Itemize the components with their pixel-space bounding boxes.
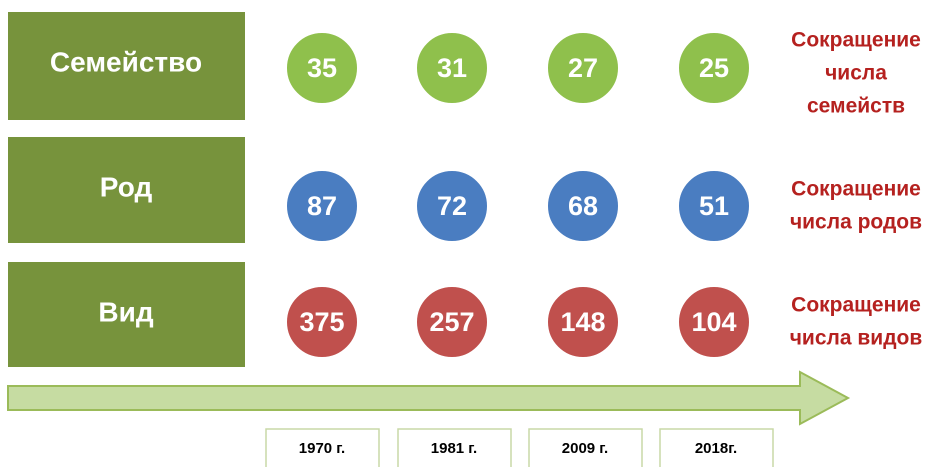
count-circle [285, 31, 359, 105]
trend-note: семейств [807, 95, 905, 118]
trend-note: Сокращение [791, 178, 921, 201]
trend-note: числа [825, 62, 887, 85]
year-box [397, 428, 512, 467]
count-circle [285, 285, 359, 359]
count-value: 104 [691, 307, 736, 337]
year-label: 2018г. [695, 440, 737, 457]
count-value: 27 [568, 53, 598, 83]
count-circle [677, 169, 751, 243]
count-circle [415, 285, 489, 359]
category-label: Семейство [50, 46, 202, 77]
trend-note: Сокращение [791, 294, 921, 317]
category-label: Вид [98, 296, 153, 327]
count-circle [285, 169, 359, 243]
count-value: 257 [429, 307, 474, 337]
count-value: 148 [560, 307, 605, 337]
year-label: 1981 г. [431, 440, 477, 457]
trend-note: Сокращение [791, 29, 921, 52]
year-box [265, 428, 380, 467]
timeline-arrow [7, 370, 851, 426]
count-value: 72 [437, 191, 467, 221]
category-label: Род [100, 171, 153, 202]
count-value: 51 [699, 191, 729, 221]
year-box [659, 428, 774, 467]
trend-note: числа видов [790, 327, 923, 350]
category-box [8, 137, 245, 243]
count-circle [546, 31, 620, 105]
count-value: 25 [699, 53, 729, 83]
count-value: 35 [307, 53, 337, 83]
year-box [528, 428, 643, 467]
count-circle [677, 285, 751, 359]
category-box [8, 262, 245, 367]
count-circle [415, 169, 489, 243]
year-label: 1970 г. [299, 440, 345, 457]
count-value: 31 [437, 53, 467, 83]
count-value: 87 [307, 191, 337, 221]
trend-note: числа родов [790, 211, 922, 234]
count-circle [677, 31, 751, 105]
count-value: 375 [299, 307, 344, 337]
year-label: 2009 г. [562, 440, 608, 457]
category-box [8, 12, 245, 120]
count-circle [546, 285, 620, 359]
count-circle [546, 169, 620, 243]
count-value: 68 [568, 191, 598, 221]
count-circle [415, 31, 489, 105]
